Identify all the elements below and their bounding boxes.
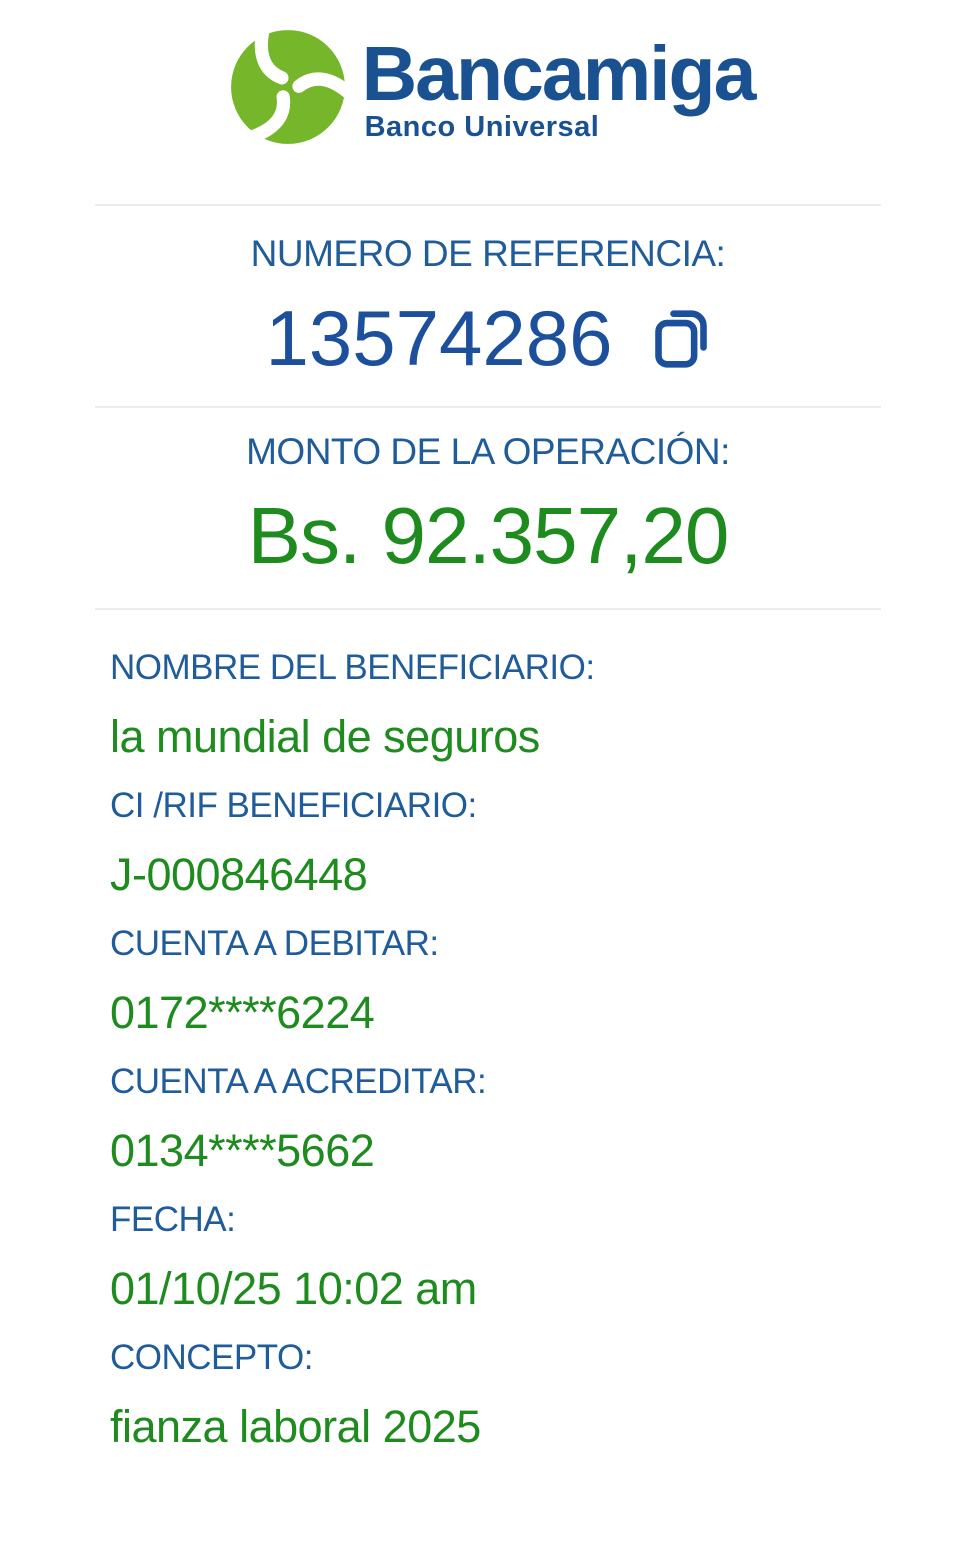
field-label: CUENTA A DEBITAR: (110, 924, 439, 964)
divider-middle (95, 406, 881, 409)
reference-number: 13574286 (265, 294, 613, 383)
field-value: 0134****5662 (110, 1124, 375, 1176)
copy-icon (651, 306, 711, 372)
divider-bottom (95, 608, 881, 611)
field-label: FECHA: (110, 1200, 236, 1240)
field-row: CUENTA A DEBITAR: 0172****6224 (110, 924, 916, 1038)
bank-tagline: Banco Universal (364, 110, 600, 143)
field-row: NOMBRE DEL BENEFICIARIO: la mundial de s… (110, 648, 916, 762)
copy-reference-button[interactable] (651, 306, 711, 372)
transfer-details: NOMBRE DEL BENEFICIARIO: la mundial de s… (0, 610, 976, 1452)
bank-logo: Bancamiga Banco Universal (0, 0, 976, 148)
amount-value: Bs. 92.357,20 (247, 491, 730, 581)
field-row: CONCEPTO: fianza laboral 2025 (110, 1338, 916, 1452)
reference-section: NUMERO DE REFERENCIA: 13574286 (0, 206, 976, 406)
field-value: 01/10/25 10:02 am (110, 1262, 477, 1314)
field-label: NOMBRE DEL BENEFICIARIO: (110, 648, 595, 688)
field-row: CUENTA A ACREDITAR: 0134****5662 (110, 1062, 916, 1176)
amount-section: MONTO DE LA OPERACIÓN: Bs. 92.357,20 (0, 408, 976, 608)
divider-top (95, 204, 881, 206)
bank-name-block: Bancamiga Banco Universal (361, 26, 757, 144)
field-value: J-000846448 (110, 848, 368, 900)
field-row: FECHA: 01/10/25 10:02 am (110, 1200, 916, 1314)
bank-brand-name: Bancamiga (361, 31, 757, 117)
field-value: fianza laboral 2025 (110, 1400, 481, 1452)
field-label: CUENTA A ACREDITAR: (110, 1062, 487, 1102)
reference-row: 13574286 (0, 294, 976, 384)
field-label: CONCEPTO: (110, 1338, 313, 1378)
field-value: la mundial de seguros (110, 710, 540, 762)
reference-label: NUMERO DE REFERENCIA: (250, 233, 726, 274)
field-row: CI /RIF BENEFICIARIO: J-000846448 (110, 786, 916, 900)
amount-label: MONTO DE LA OPERACIÓN: (246, 431, 730, 473)
field-value: 0172****6224 (110, 986, 375, 1038)
field-label: CI /RIF BENEFICIARIO: (110, 786, 477, 826)
bancamiga-swirl-logo-icon (222, 26, 354, 148)
